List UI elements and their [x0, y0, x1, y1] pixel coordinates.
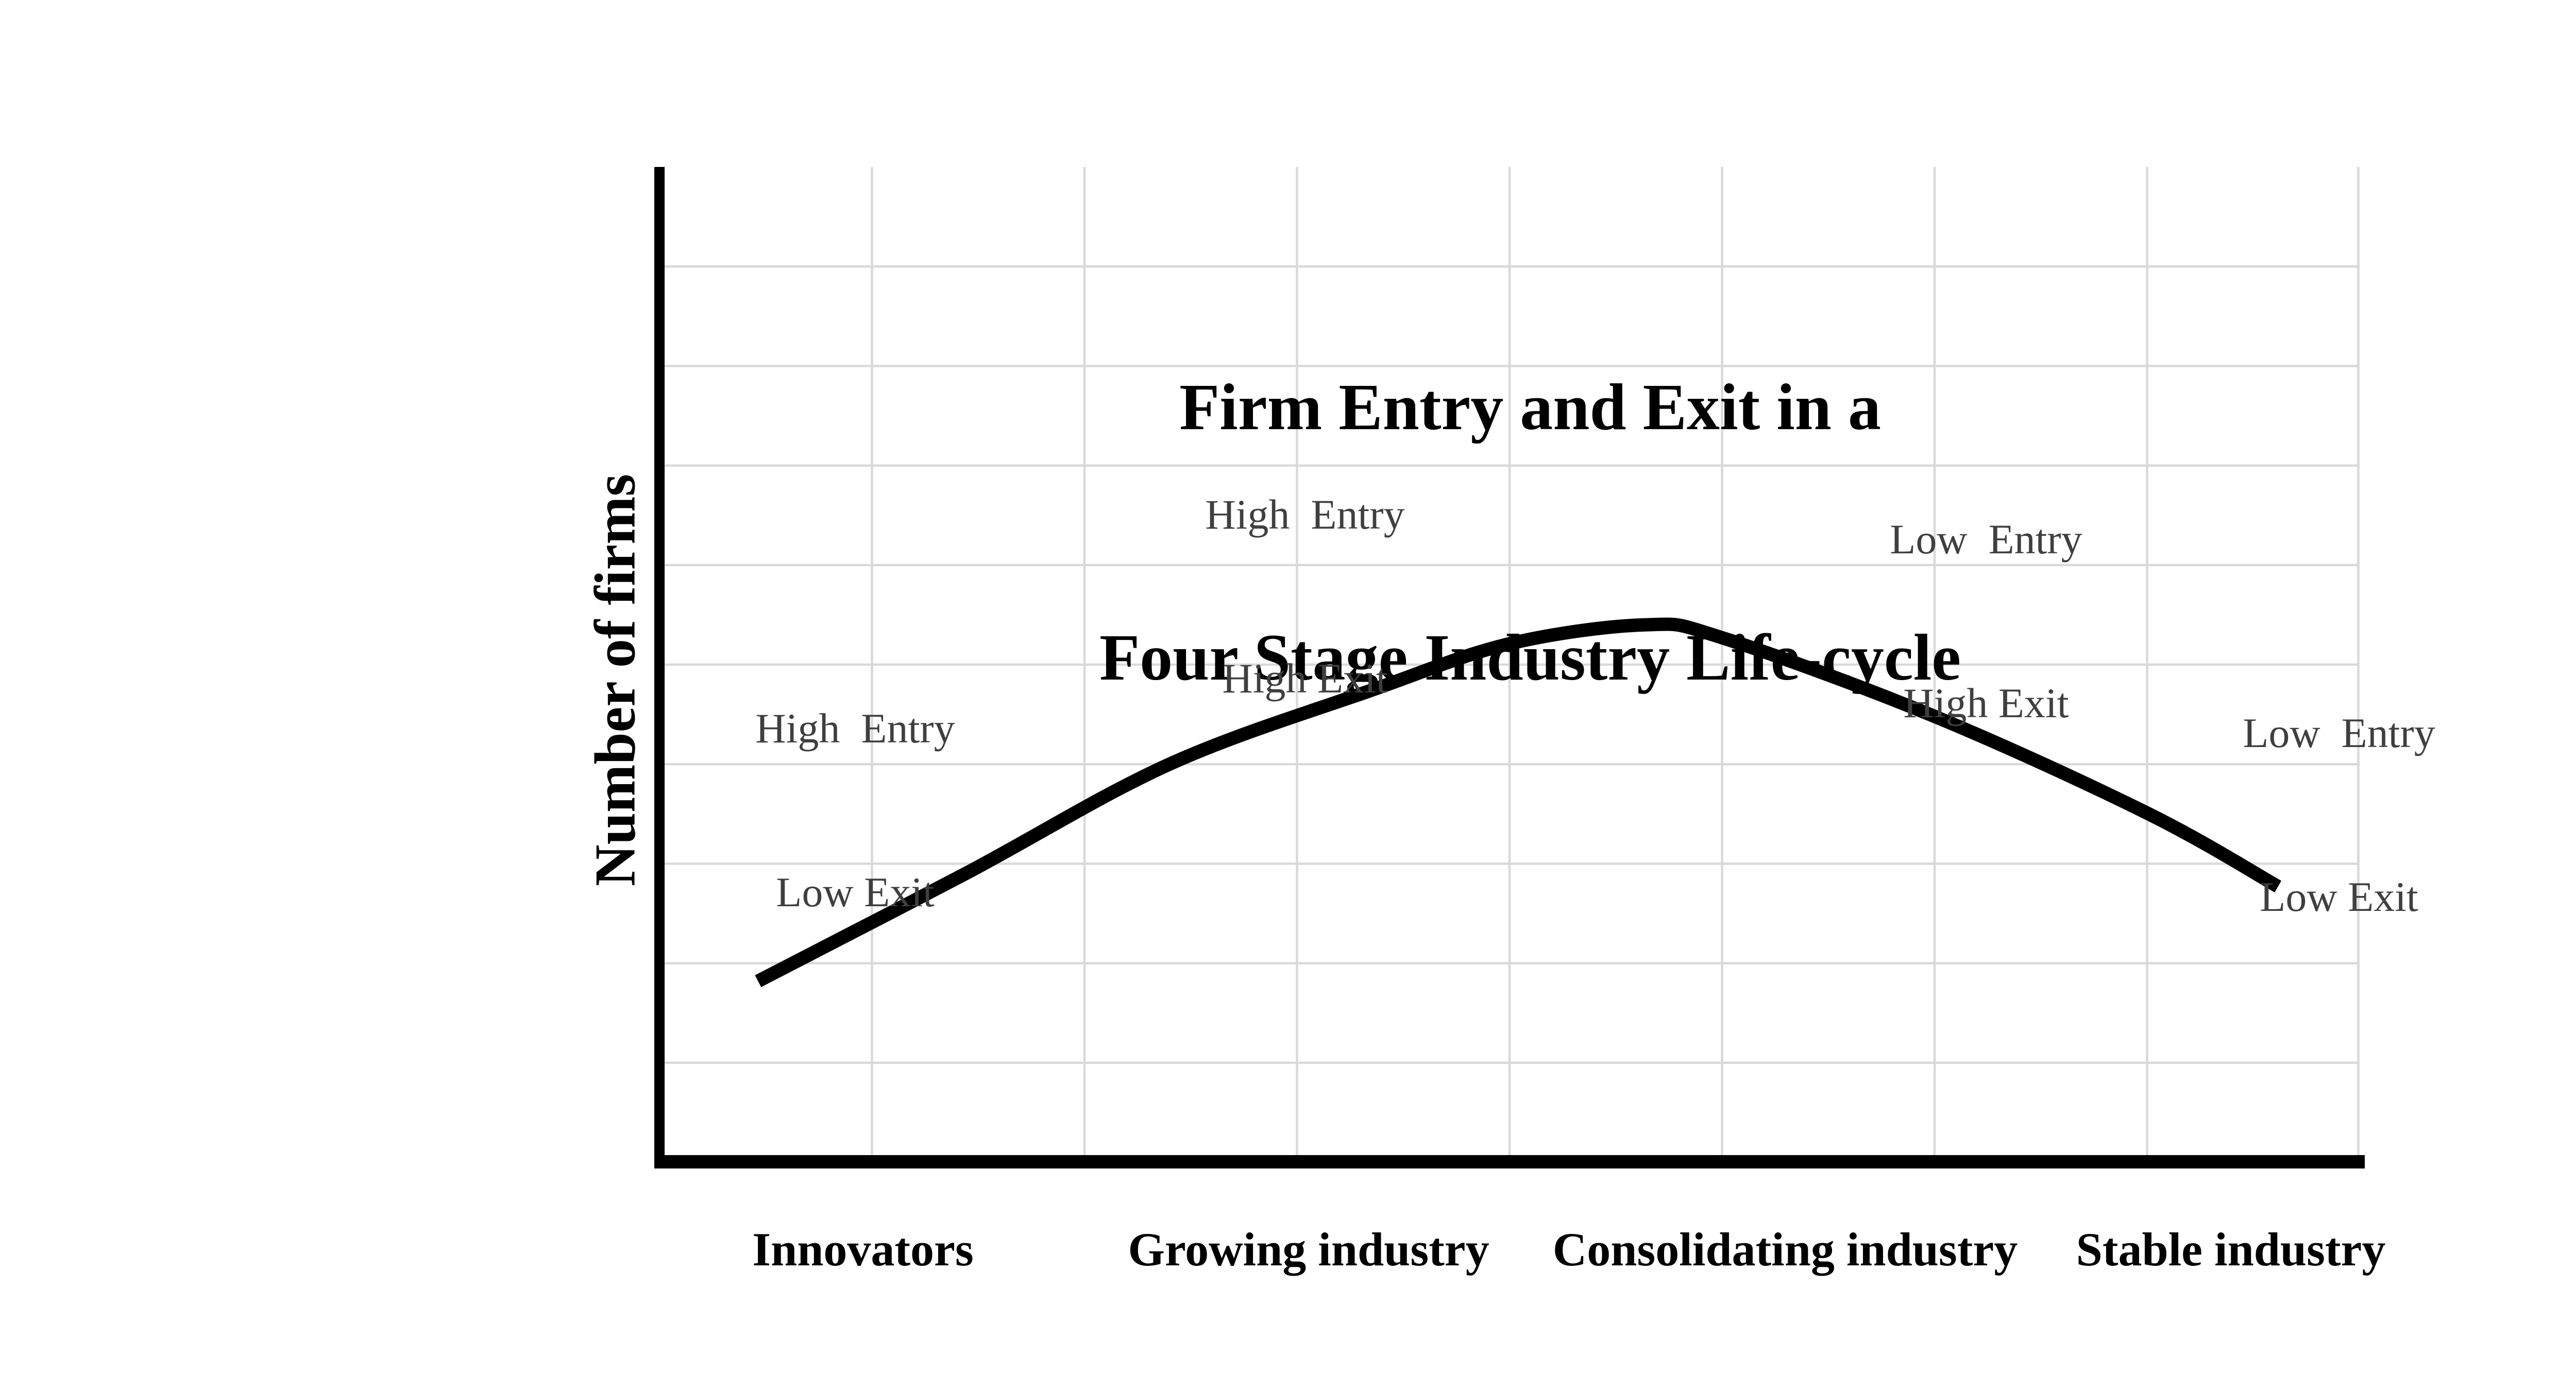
chart-title: Firm Entry and Exit in a Four Stage Indu…	[659, 198, 2401, 866]
x-axis-label-growing-industry: Growing industry	[1128, 1223, 1489, 1276]
annotation-innovators-entry-exit: High Entry Low Exit	[755, 592, 955, 1029]
x-axis-line	[654, 1155, 2365, 1168]
annotation-exit-line: Low Exit	[776, 869, 935, 916]
x-axis-label-stable-industry: Stable industry	[2076, 1223, 2386, 1276]
firm-count-curve	[755, 617, 2281, 987]
annotation-growing-entry-exit: High Entry High Exit	[1205, 378, 1404, 815]
annotation-exit-line: High Exit	[1903, 680, 2069, 726]
annotation-entry-line: High Entry	[755, 705, 955, 752]
annotation-exit-line: Low Exit	[2260, 873, 2418, 920]
plot-area	[659, 167, 2360, 1162]
gridlines	[659, 167, 2360, 1162]
annotation-consolidating-entry-exit: Low Entry High Exit	[1890, 403, 2082, 840]
chart-title-line-1: Firm Entry and Exit in a	[1179, 370, 1881, 444]
x-axis-label-consolidating-industry: Consolidating industry	[1552, 1223, 2018, 1276]
annotation-stable-entry-exit: Low Entry Low Exit	[2243, 597, 2435, 1034]
chart-title-line-2: Four Stage Industry Life-cycle	[1099, 621, 1961, 694]
y-axis-title: Number of firms	[583, 473, 648, 887]
x-axis-label-innovators: Innovators	[752, 1223, 974, 1276]
annotation-entry-line: High Entry	[1205, 491, 1405, 538]
annotation-entry-line: Low Entry	[2243, 709, 2435, 756]
y-axis-line	[654, 167, 665, 1168]
annotation-exit-line: High Exit	[1222, 655, 1388, 702]
annotation-entry-line: Low Entry	[1890, 516, 2082, 563]
